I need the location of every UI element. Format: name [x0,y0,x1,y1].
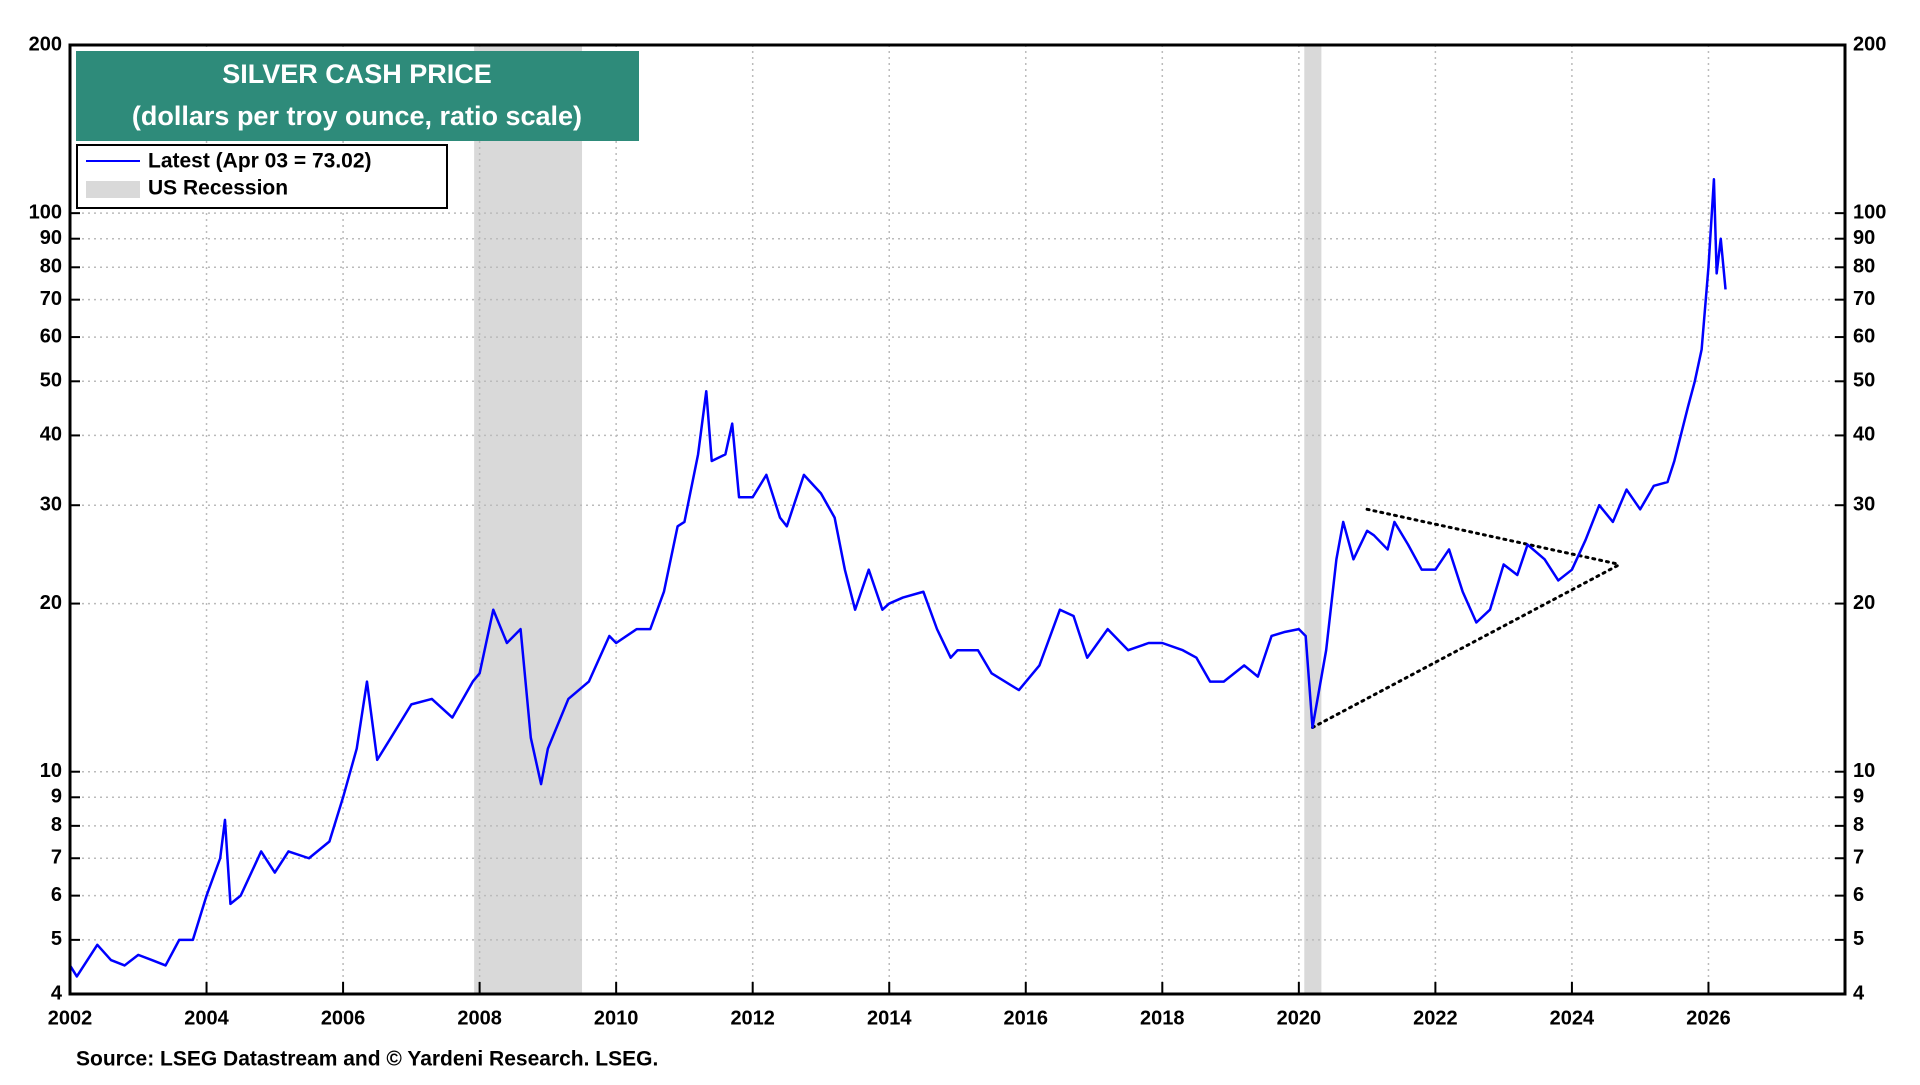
legend-box [76,144,448,209]
y-tick-label: 60 [40,325,62,347]
y2-tick-label: 70 [1853,288,1875,310]
y2-tick-label: 100 [1853,201,1886,223]
y2-tick-label: 200 [1853,33,1886,55]
chart-subtitle: (dollars per troy ounce, ratio scale) [132,101,582,131]
x-tick-label: 2008 [457,1007,502,1029]
y2-tick-label: 8 [1853,814,1864,836]
x-tick-label: 2018 [1140,1007,1185,1029]
series-line [68,177,1727,978]
x-tick-label: 2016 [1004,1007,1049,1029]
y2-tick-label: 30 [1853,493,1875,515]
trend-line [1311,562,1622,729]
recession-band [474,45,583,994]
y2-tick-label: 4 [1853,982,1865,1004]
y2-tick-label: 50 [1853,370,1875,392]
x-tick-label: 2012 [730,1007,775,1029]
y2-tick-label: 90 [1853,227,1875,249]
y-tick-label: 6 [51,884,62,906]
recession-band [1304,45,1322,994]
y-tick-label: 90 [40,227,62,249]
x-tick-label: 2022 [1413,1007,1458,1029]
y2-tick-label: 10 [1853,760,1875,782]
y-tick-label: 40 [40,424,62,446]
chart-title: SILVER CASH PRICE [222,59,492,89]
y-tick-label: 200 [29,33,62,55]
x-tick-label: 2002 [48,1007,93,1029]
x-tick-label: 2010 [594,1007,639,1029]
y-tick-label: 70 [40,288,62,310]
x-tick-label: 2014 [867,1007,912,1029]
trend-line [1365,507,1622,566]
x-tick-label: 2020 [1277,1007,1322,1029]
y2-tick-label: 60 [1853,325,1875,347]
y-tick-label: 80 [40,256,62,278]
legend-label: US Recession [148,177,288,200]
y2-tick-label: 5 [1853,928,1864,950]
y2-tick-label: 40 [1853,424,1875,446]
x-tick-label: 2024 [1550,1007,1595,1029]
x-tick-label: 2026 [1686,1007,1731,1029]
plot-frame [68,43,1847,996]
y2-tick-label: 6 [1853,884,1864,906]
y2-tick-label: 7 [1853,847,1864,869]
y-tick-label: 9 [51,786,62,808]
title-box [76,51,639,141]
y-tick-label: 50 [40,370,62,392]
legend-swatch-band [86,181,140,198]
x-tick-label: 2006 [321,1007,366,1029]
y-tick-label: 30 [40,493,62,515]
x-tick-label: 2004 [184,1007,229,1029]
y2-tick-label: 9 [1853,786,1864,808]
legend-label: Latest (Apr 03 = 73.02) [148,150,372,173]
y-tick-label: 7 [51,847,62,869]
source-note: Source: LSEG Datastream and © Yardeni Re… [76,1048,658,1071]
y-tick-label: 5 [51,928,62,950]
y-tick-label: 10 [40,760,62,782]
y-tick-label: 4 [51,982,63,1004]
y2-tick-label: 80 [1853,256,1875,278]
y-tick-label: 100 [29,201,62,223]
y-tick-label: 20 [40,592,62,614]
y-tick-label: 8 [51,814,62,836]
y2-tick-label: 20 [1853,592,1875,614]
